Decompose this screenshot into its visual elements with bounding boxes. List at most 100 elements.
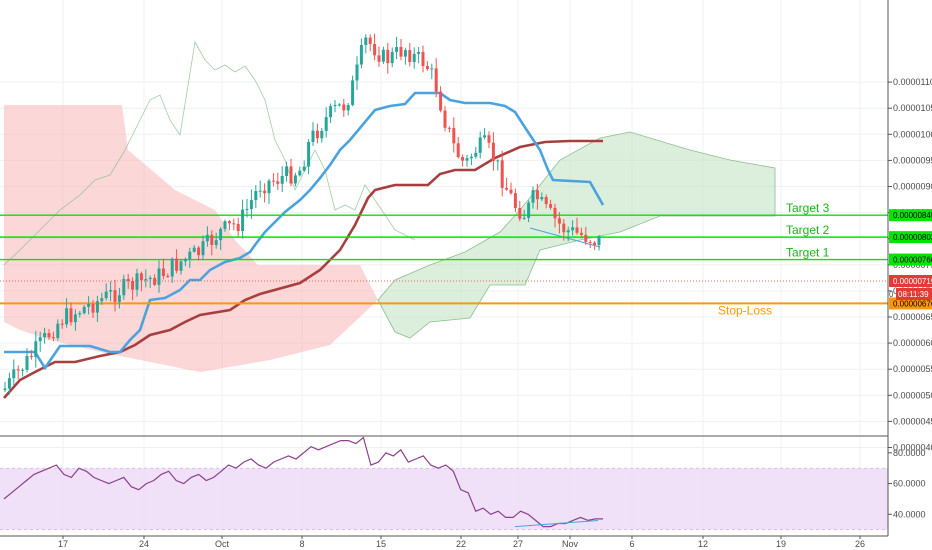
candle xyxy=(236,217,240,237)
candle xyxy=(311,122,315,147)
candle xyxy=(527,200,531,223)
candle xyxy=(456,136,460,159)
candle xyxy=(205,226,209,247)
candle-body xyxy=(593,242,597,245)
level-label-3: Target 1 xyxy=(786,246,830,260)
candle xyxy=(91,299,95,318)
candle-body xyxy=(390,51,394,64)
candle xyxy=(509,182,513,195)
candle-body xyxy=(320,130,324,139)
candle xyxy=(170,257,174,283)
candle-body xyxy=(333,105,337,107)
candle-body xyxy=(280,176,284,184)
candle xyxy=(227,219,231,231)
candle-body xyxy=(122,278,126,296)
level-label-2: Target 2 xyxy=(786,223,830,237)
candle-body xyxy=(293,175,297,184)
y-tick-label: 0.00001000 xyxy=(893,129,932,139)
candle xyxy=(518,201,522,222)
candle-body xyxy=(236,223,240,232)
candle xyxy=(474,146,478,159)
level-label-1: Target 3 xyxy=(786,201,830,215)
candle-body xyxy=(566,230,570,233)
level-badge-text-1: 0.00000845 xyxy=(893,211,932,220)
candle xyxy=(245,198,249,218)
candle xyxy=(491,132,495,171)
candle-body xyxy=(219,228,223,241)
candle xyxy=(100,292,104,305)
candle-body xyxy=(549,204,553,208)
candle-body xyxy=(179,261,183,271)
last-price-badge-text: 0.00000719 xyxy=(893,277,932,286)
candle xyxy=(148,275,152,289)
candle xyxy=(395,36,399,60)
candle-body xyxy=(408,50,412,63)
candle-body xyxy=(439,91,443,111)
x-tick-label: Oct xyxy=(215,539,230,549)
candle-body xyxy=(311,130,315,142)
candle xyxy=(549,199,553,210)
candle xyxy=(104,283,108,301)
candle-body xyxy=(192,247,196,252)
x-tick-label: 17 xyxy=(58,539,68,549)
candle-body xyxy=(183,259,187,262)
kijun-sen-line xyxy=(3,139,603,399)
y-tick-label: 0.00000900 xyxy=(893,182,932,192)
candle xyxy=(505,177,509,191)
rsi-line xyxy=(3,436,603,528)
rsi-tick-label: 80.0000 xyxy=(893,448,926,458)
y-tick-label: 0.00000950 xyxy=(893,155,932,165)
candle xyxy=(95,295,99,322)
level-badge-1 xyxy=(889,209,932,222)
candle xyxy=(56,319,60,341)
candle-body xyxy=(232,223,236,225)
candle-body xyxy=(469,156,473,159)
candle xyxy=(73,309,77,331)
time-axis: 17 24 Oct 8 15 22 27 Nov 6 12 19 26 xyxy=(0,535,888,549)
candle-body xyxy=(91,303,95,313)
candle xyxy=(320,128,324,143)
candle xyxy=(29,350,33,360)
candle-body xyxy=(355,64,359,81)
last-price-badge xyxy=(889,274,932,287)
candle-body xyxy=(69,308,73,323)
candle xyxy=(500,150,504,197)
candle-body xyxy=(584,234,588,242)
candle-body xyxy=(425,66,429,70)
candle-body xyxy=(540,196,544,200)
candle-body xyxy=(188,251,192,260)
candle xyxy=(241,199,245,239)
candle-body xyxy=(368,37,372,45)
x-tick-label: Nov xyxy=(562,539,579,549)
candle xyxy=(258,180,262,198)
candle xyxy=(531,186,535,209)
candle-body xyxy=(329,106,333,118)
candle xyxy=(293,172,297,187)
candle xyxy=(571,220,575,236)
candle xyxy=(82,305,86,315)
candle xyxy=(298,166,302,177)
candle xyxy=(478,131,482,159)
candle-body xyxy=(29,355,33,357)
candle-body xyxy=(544,196,548,205)
candle-body xyxy=(456,143,460,158)
y-tick-label: 0.00000650 xyxy=(893,312,932,322)
y-tick-label: 0.00000600 xyxy=(893,338,932,348)
candle xyxy=(249,189,253,219)
candle xyxy=(7,372,11,395)
candle-body xyxy=(421,51,425,67)
candle-body xyxy=(82,306,86,314)
candle-body xyxy=(483,135,487,138)
x-tick-label: 12 xyxy=(698,539,708,549)
candle xyxy=(584,226,588,245)
candle-body xyxy=(16,369,20,371)
candle-body xyxy=(210,234,214,245)
candle xyxy=(144,269,148,288)
candle xyxy=(307,139,311,175)
candle xyxy=(175,249,179,274)
candle-body xyxy=(271,180,275,182)
candle-body xyxy=(531,190,535,203)
candle xyxy=(21,368,25,377)
candle xyxy=(593,240,597,250)
